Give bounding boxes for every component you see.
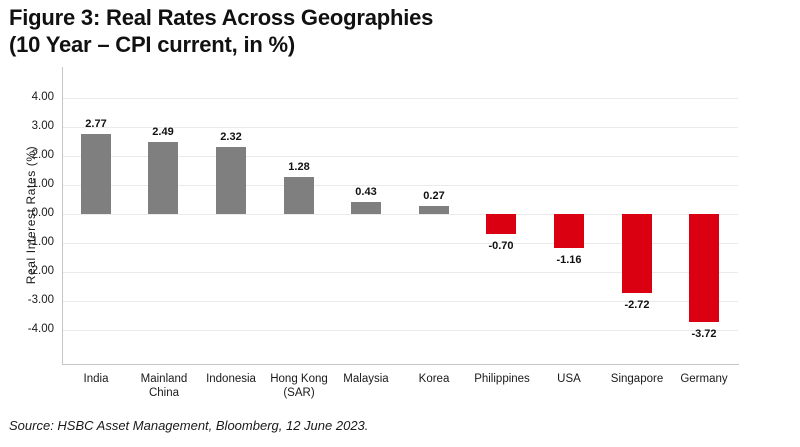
category-label: Malaysia: [343, 373, 389, 385]
y-tick-label: 2.00: [31, 149, 54, 161]
y-tick-label: -3.00: [27, 294, 54, 306]
y-tick-label: -2.00: [27, 265, 54, 277]
bar: [351, 202, 381, 214]
category-label: Singapore: [610, 373, 664, 385]
y-tick-label: 1.00: [31, 178, 54, 190]
bar: [622, 214, 652, 293]
gridline: [62, 330, 738, 331]
gridline: [62, 98, 738, 99]
source-note: Source: HSBC Asset Management, Bloomberg…: [9, 418, 369, 433]
y-tick-label: -4.00: [27, 323, 54, 335]
y-axis-line: [62, 67, 63, 364]
category-label: India: [83, 373, 109, 385]
y-tick-label: 0.00: [31, 207, 54, 219]
bar: [419, 206, 449, 214]
gridline: [62, 185, 738, 186]
category-label: USA: [557, 373, 581, 385]
bar: [554, 214, 584, 248]
bar: [216, 147, 246, 214]
y-tick-label: -1.00: [27, 236, 54, 248]
bar: [689, 214, 719, 322]
bar-value-label: -3.72: [691, 328, 717, 340]
category-label: Mainland China: [140, 373, 188, 399]
bar-value-label: 0.27: [423, 190, 445, 202]
bar-value-label: 2.32: [220, 131, 242, 143]
category-label: Hong Kong (SAR): [270, 373, 328, 399]
y-tick-label: 3.00: [31, 120, 54, 132]
gridline: [62, 243, 738, 244]
bar-value-label: 0.43: [355, 186, 377, 198]
bar-value-label: -2.72: [624, 299, 650, 311]
category-label: Indonesia: [206, 373, 256, 385]
gridline: [62, 127, 738, 128]
bar: [486, 214, 516, 234]
gridline: [62, 214, 738, 215]
bar-value-label: 2.77: [85, 118, 107, 130]
gridline: [62, 272, 738, 273]
bar-value-label: -0.70: [488, 240, 514, 252]
bar-value-label: 2.49: [152, 126, 174, 138]
x-axis-line: [62, 364, 739, 365]
y-tick-label: 4.00: [31, 91, 54, 103]
figure-title: Figure 3: Real Rates Across Geographies …: [9, 4, 433, 58]
bar: [148, 142, 178, 214]
bar-value-label: -1.16: [556, 254, 582, 266]
figure-title-line1: Figure 3: Real Rates Across Geographies: [9, 5, 434, 30]
bar-value-label: 1.28: [288, 161, 310, 173]
category-label: Philippines: [474, 373, 530, 385]
bar: [284, 177, 314, 214]
category-label: Germany: [680, 373, 728, 385]
gridline: [62, 156, 738, 157]
figure-title-line2: (10 Year – CPI current, in %): [9, 32, 296, 57]
bar: [81, 134, 111, 214]
category-label: Korea: [418, 373, 450, 385]
gridline: [62, 301, 738, 302]
